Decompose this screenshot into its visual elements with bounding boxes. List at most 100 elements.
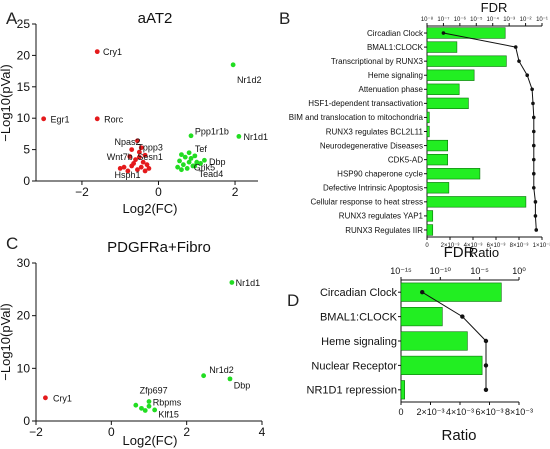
- x-tick-label: 2: [183, 425, 190, 439]
- category-labels: Circadian Clock BMAL1:CLOCK Transcriptiona…: [289, 29, 427, 235]
- fdr-point: [483, 363, 489, 368]
- category-label: HSP90 chaperone cycle: [337, 170, 423, 179]
- fdr-line: [420, 290, 489, 392]
- y-tick-label: 25: [17, 17, 31, 31]
- fdr-point: [534, 228, 539, 232]
- fdr-point: [531, 115, 536, 120]
- category-label: Defective Intrinsic Apoptosis: [323, 184, 423, 193]
- data-point: [144, 162, 150, 168]
- data-point: [135, 167, 140, 173]
- data-point-npas2: [135, 138, 140, 144]
- fdr-point: [531, 129, 536, 134]
- pathway-bar-chart-b: FDR 10⁻⁸ 10⁻⁷ 10⁻⁶ 10⁻⁵ 10⁻⁴ 10⁻³ 10⁻² 10⁻¹ 0 2×…: [289, 0, 550, 260]
- category-label: Heme signaling: [368, 71, 423, 80]
- y-tick-label: 10: [17, 361, 31, 375]
- y-tick-label: 0: [23, 174, 30, 188]
- bar-circadian-clock: [426, 27, 506, 39]
- category-label: Circadian Clock: [367, 29, 424, 38]
- data-point-nr1d2: [201, 373, 207, 379]
- gene-label-dbp: Dbp: [209, 157, 226, 167]
- fdr-line: [441, 31, 539, 232]
- y-tick-label: 15: [17, 80, 31, 94]
- bar-nuclear-receptor: [400, 355, 483, 375]
- bar-heme-signaling: [426, 69, 475, 81]
- ratio-ticks: 0 2×10⁻³ 4×10⁻³ 6×10⁻³ 8×10⁻³ 1×10⁻²: [425, 237, 550, 249]
- fdr-tick-label: 10⁻⁷: [437, 16, 449, 23]
- category-label: Transcriptional by RUNX3: [331, 57, 424, 66]
- fdr-tick-label: 10⁻⁵: [470, 16, 483, 23]
- ratio-tick-label: 8×10⁻³: [510, 243, 529, 249]
- fdr-point: [531, 157, 536, 162]
- gene-label-wnt7b: Wnt7b: [107, 152, 133, 162]
- x-axis-label: Log2(FC): [123, 201, 178, 216]
- fdr-tick-label: 10⁻³: [503, 17, 515, 23]
- data-point: [179, 152, 184, 158]
- x-tick-label: 0: [108, 425, 115, 439]
- gene-label-cry1: Cry1: [53, 393, 72, 403]
- fdr-tick-label: 10⁻¹: [536, 17, 548, 23]
- data-point: [182, 154, 188, 160]
- bar-runx3-regulates-bcl2l11: [426, 125, 430, 138]
- fdr-tick-label: 10⁰: [512, 266, 526, 276]
- fdr-axis-title: FDR: [481, 0, 508, 15]
- fdr-point: [483, 387, 489, 392]
- fdr-point: [533, 200, 538, 204]
- fdr-point: [533, 214, 538, 218]
- data-point: [125, 168, 131, 174]
- data-point: [175, 164, 181, 170]
- data-point-klf15: [152, 407, 158, 413]
- y-tick-label: 5: [23, 143, 30, 157]
- gene-label-grik5: Grik5: [194, 163, 216, 173]
- gene-label-nr1d2: Nr1d2: [237, 75, 262, 85]
- data-point: [129, 163, 135, 169]
- ratio-tick-label: 2×10⁻³: [416, 407, 444, 417]
- x-tick-label: 0: [155, 185, 162, 199]
- data-point: [117, 166, 123, 171]
- category-label: BMAL1:CLOCK: [320, 311, 398, 323]
- gene-label-npas2: Npas2: [114, 137, 140, 147]
- y-axis-label: −Log10(pVal): [0, 303, 13, 380]
- fdr-tick-label: 10⁻⁵: [470, 266, 489, 276]
- data-point-rbpms: [146, 403, 152, 409]
- bar-neurodegenerative-diseases: [426, 139, 449, 152]
- data-point-tef: [186, 150, 192, 156]
- bars: [426, 27, 527, 236]
- chart-title-pdgfra: PDGFRa+Fibro: [107, 239, 211, 256]
- x-axis-label: Ratio: [441, 427, 476, 444]
- ratio-tick-label: 2×10⁻³: [441, 243, 460, 249]
- data-point-nr1d1: [229, 280, 235, 285]
- data-point: [186, 159, 192, 165]
- bar-runx3-regulates-yap1: [426, 210, 434, 222]
- data-point: [180, 162, 186, 168]
- category-label: CDK5-AD: [388, 155, 423, 164]
- data-point-grik5: [198, 161, 203, 166]
- data-point: [133, 157, 138, 163]
- fdr-ticks: 10⁻¹⁵ 10⁻¹⁰ 10⁻⁵ 10⁰: [390, 266, 526, 280]
- ratio-tick-label: 8×10⁻³: [505, 407, 533, 417]
- bar-transcriptional-by-runx3: [426, 55, 507, 67]
- category-label: Heme signaling: [321, 336, 397, 348]
- data-point-zfp697: [146, 399, 152, 404]
- category-label: HSF1-dependent transactivation: [308, 99, 423, 108]
- fdr-axis-title: FDR: [444, 244, 475, 261]
- gene-label-nr1d2: Nr1d2: [209, 365, 234, 375]
- data-points: [41, 49, 242, 174]
- chart-title-aat2: aAT2: [138, 10, 173, 27]
- fdr-point: [441, 31, 446, 35]
- bar-circadian-clock: [400, 282, 502, 302]
- category-labels: Circadian Clock BMAL1:CLOCK Heme signaling…: [307, 287, 401, 397]
- bar-cdk5-ad: [426, 153, 449, 166]
- x-tick-label: 4: [259, 425, 266, 439]
- bar-heme-signaling: [400, 331, 468, 351]
- y-tick-label: 0: [23, 414, 30, 428]
- panel-label-d: D: [287, 291, 299, 310]
- gene-label-tef: Tef: [195, 144, 208, 154]
- bar-hsf1-dependent-transactivation: [426, 97, 469, 110]
- ratio-ticks: 0 2×10⁻³ 4×10⁻³ 6×10⁻³ 8×10⁻³: [398, 402, 533, 417]
- bar-bim-and-translocation-to-mitochondria: [426, 111, 430, 124]
- gene-label-egr1: Egr1: [51, 114, 70, 124]
- fdr-ticks: 10⁻⁸ 10⁻⁷ 10⁻⁶ 10⁻⁵ 10⁻⁴ 10⁻³ 10⁻² 10⁻¹: [421, 16, 548, 26]
